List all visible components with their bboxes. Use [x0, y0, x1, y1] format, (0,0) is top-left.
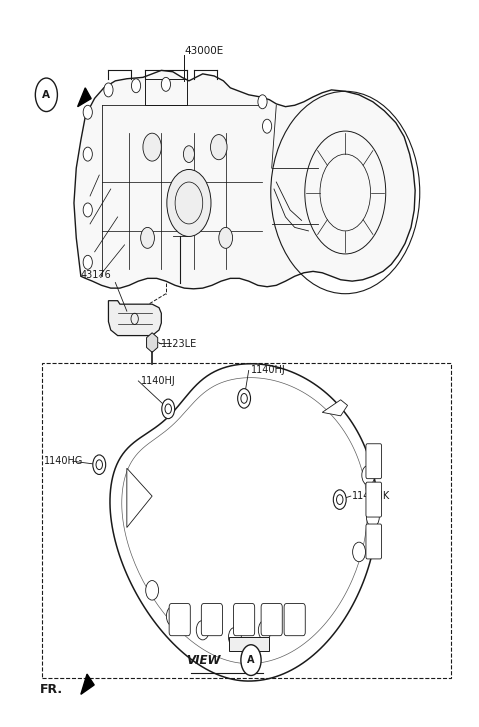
- FancyBboxPatch shape: [169, 603, 190, 635]
- Text: 1140HK: 1140HK: [352, 491, 390, 501]
- Circle shape: [143, 133, 161, 161]
- Circle shape: [162, 399, 175, 419]
- Circle shape: [35, 78, 57, 111]
- Text: 43176: 43176: [81, 270, 112, 280]
- Circle shape: [258, 95, 267, 109]
- FancyBboxPatch shape: [366, 443, 382, 478]
- FancyBboxPatch shape: [234, 603, 255, 635]
- Polygon shape: [147, 333, 158, 353]
- Circle shape: [366, 507, 379, 527]
- Circle shape: [238, 389, 251, 408]
- Circle shape: [258, 620, 271, 640]
- Circle shape: [146, 581, 159, 600]
- Polygon shape: [127, 468, 152, 528]
- Circle shape: [362, 465, 375, 485]
- Text: 1123LE: 1123LE: [161, 339, 197, 349]
- Circle shape: [131, 79, 141, 93]
- FancyBboxPatch shape: [261, 603, 282, 635]
- Text: A: A: [247, 655, 255, 665]
- Circle shape: [141, 228, 154, 249]
- Polygon shape: [74, 71, 415, 289]
- Text: VIEW: VIEW: [187, 654, 221, 667]
- Text: 1140HG: 1140HG: [44, 457, 83, 466]
- Circle shape: [228, 627, 241, 647]
- Circle shape: [241, 645, 261, 675]
- Text: 43000E: 43000E: [184, 46, 224, 56]
- Circle shape: [183, 145, 194, 163]
- Polygon shape: [78, 88, 91, 107]
- Circle shape: [211, 134, 227, 160]
- Circle shape: [83, 203, 92, 217]
- FancyBboxPatch shape: [366, 482, 382, 517]
- FancyBboxPatch shape: [201, 603, 222, 635]
- FancyBboxPatch shape: [366, 524, 382, 559]
- Circle shape: [83, 147, 92, 161]
- Circle shape: [353, 542, 365, 562]
- Circle shape: [167, 169, 211, 236]
- Circle shape: [333, 490, 346, 510]
- Polygon shape: [229, 637, 269, 651]
- Circle shape: [93, 455, 106, 475]
- Circle shape: [219, 228, 233, 249]
- Circle shape: [83, 105, 92, 119]
- Text: A: A: [42, 90, 50, 100]
- Polygon shape: [81, 674, 94, 694]
- Polygon shape: [108, 301, 161, 336]
- Circle shape: [166, 606, 179, 626]
- FancyBboxPatch shape: [284, 603, 305, 635]
- Circle shape: [161, 77, 171, 92]
- Circle shape: [196, 620, 209, 640]
- Text: 1140HJ: 1140HJ: [251, 366, 286, 375]
- Circle shape: [262, 119, 272, 133]
- Text: 1140HJ: 1140HJ: [141, 376, 175, 386]
- Bar: [42, 364, 451, 678]
- Circle shape: [83, 255, 92, 269]
- Polygon shape: [322, 400, 348, 416]
- Text: FR.: FR.: [39, 683, 63, 696]
- Circle shape: [104, 83, 113, 97]
